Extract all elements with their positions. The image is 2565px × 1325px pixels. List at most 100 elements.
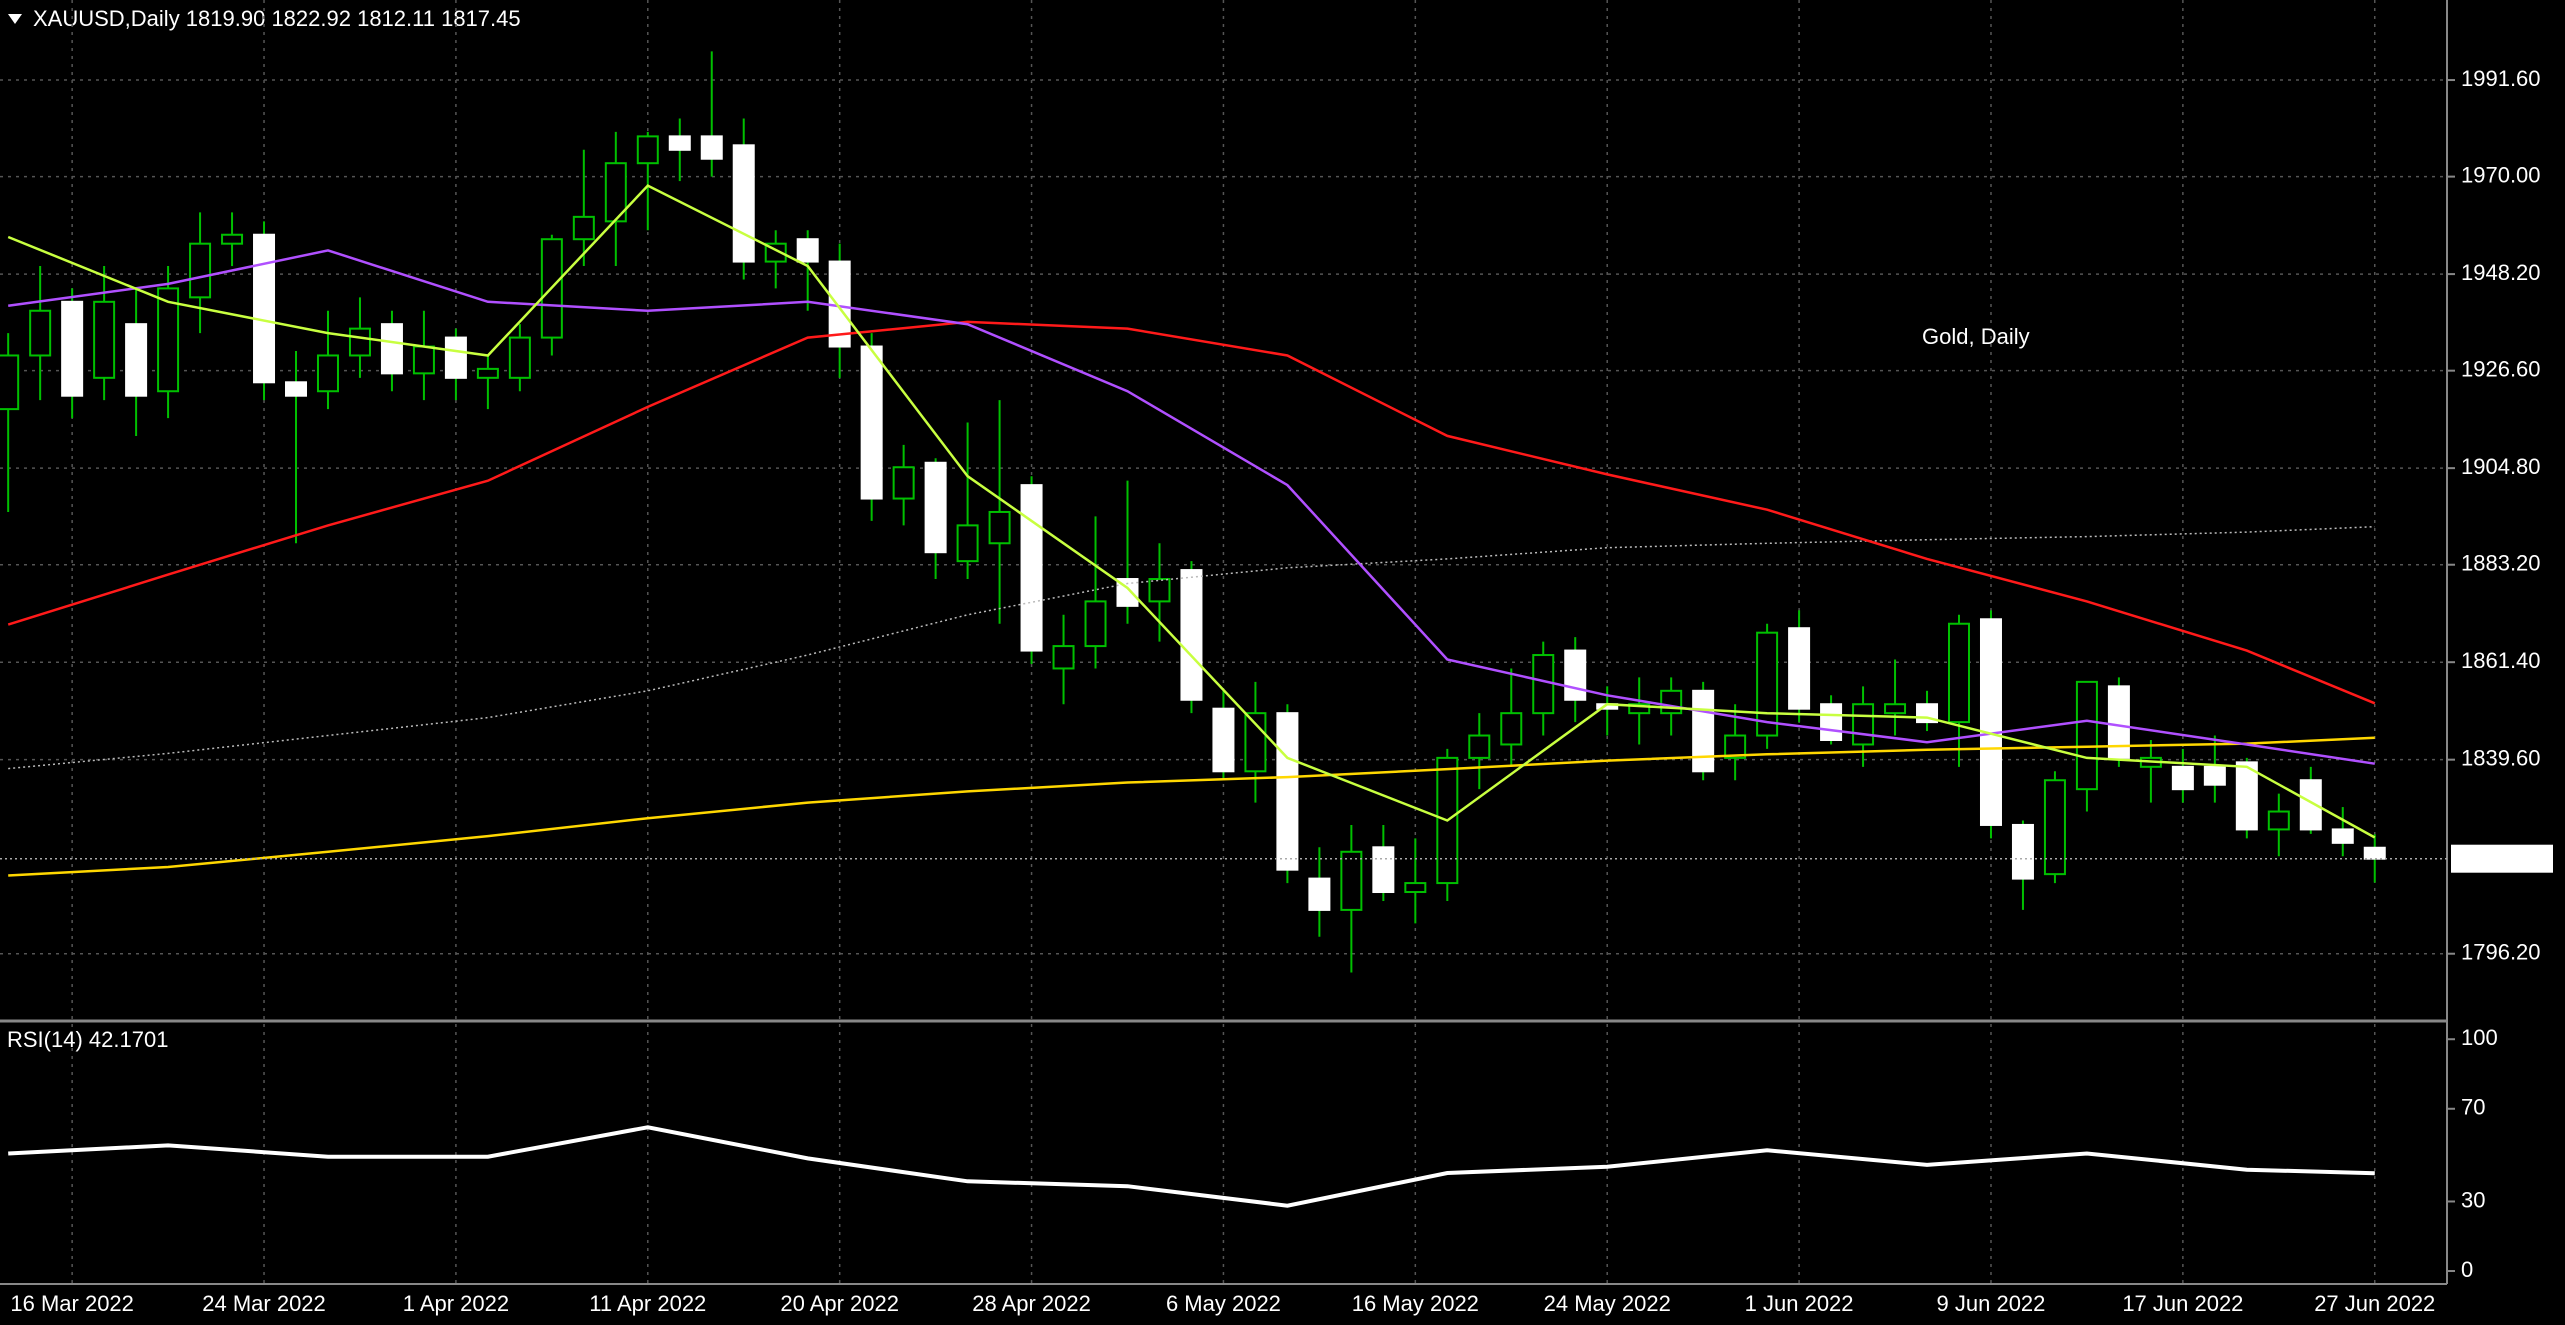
- candle-body: [1244, 712, 1267, 773]
- y-tick-label: 1883.20: [2461, 551, 2541, 576]
- candle-body: [572, 215, 595, 241]
- candle-body: [1372, 846, 1395, 894]
- candle-body: [253, 233, 276, 384]
- x-tick-label: 1 Apr 2022: [403, 1291, 509, 1316]
- x-tick-label: 24 May 2022: [1544, 1291, 1671, 1316]
- candle-body: [1852, 703, 1875, 746]
- candle-body: [1532, 654, 1555, 715]
- x-tick-label: 16 May 2022: [1352, 1291, 1479, 1316]
- header: XAUUSD,Daily 1819.90 1822.92 1812.11 181…: [33, 6, 521, 31]
- y-tick-label: 1970.00: [2461, 162, 2541, 187]
- candle-body: [1020, 484, 1043, 652]
- candle-body: [61, 300, 84, 397]
- y-tick-label: 1904.80: [2461, 454, 2541, 479]
- candle-body: [1724, 734, 1747, 759]
- y-tick-label: 30: [2461, 1187, 2485, 1212]
- x-tick-label: 9 Jun 2022: [1937, 1291, 2046, 1316]
- candle-body: [2043, 779, 2066, 876]
- candle-body: [1180, 569, 1203, 701]
- y-tick-label: 1948.20: [2461, 260, 2541, 285]
- candle-body: [1692, 689, 1715, 773]
- candle-body: [1820, 703, 1843, 741]
- candle-body: [1979, 618, 2002, 826]
- y-tick-label: 1839.60: [2461, 745, 2541, 770]
- candle-body: [1340, 850, 1363, 911]
- candle-body: [93, 300, 116, 379]
- candle-body: [1212, 707, 1235, 773]
- y-tick-label: 1926.60: [2461, 356, 2541, 381]
- candle-body: [668, 135, 691, 151]
- candle-body: [2299, 779, 2322, 831]
- candle-body: [125, 323, 148, 397]
- candle-body: [892, 466, 915, 500]
- candle-body: [221, 233, 244, 245]
- candle-body: [1404, 882, 1427, 894]
- series-line: [7, 184, 2376, 839]
- candle-body: [0, 354, 20, 411]
- candle-body: [412, 345, 435, 375]
- candle-body: [1564, 649, 1587, 701]
- candle-body: [1628, 703, 1651, 715]
- candle-body: [1756, 631, 1779, 737]
- y-tick-label: 1861.40: [2461, 648, 2541, 673]
- candle-body: [157, 287, 180, 393]
- y-tick-label: 0: [2461, 1257, 2473, 1282]
- candle-body: [1500, 712, 1523, 746]
- candle-body: [1052, 645, 1075, 670]
- candle-body: [2267, 810, 2290, 831]
- x-tick-label: 28 Apr 2022: [972, 1291, 1091, 1316]
- x-tick-label: 27 Jun 2022: [2314, 1291, 2435, 1316]
- candle-body: [1084, 600, 1107, 648]
- candle-body: [29, 309, 52, 357]
- series-line: [8, 249, 2375, 765]
- candle-body: [924, 461, 947, 554]
- x-tick-label: 11 Apr 2022: [589, 1291, 706, 1316]
- x-tick-label: 16 Mar 2022: [10, 1291, 134, 1316]
- candle-body: [508, 336, 531, 379]
- price-label: 1817.45: [2459, 845, 2539, 870]
- candle-body: [2363, 846, 2386, 860]
- y-tick-label: 100: [2461, 1025, 2498, 1050]
- x-tick-label: 17 Jun 2022: [2122, 1291, 2243, 1316]
- pane-title: RSI(14) 42.1701: [7, 1027, 168, 1052]
- candle-body: [700, 135, 723, 160]
- candle-body: [285, 381, 308, 397]
- x-tick-label: 20 Apr 2022: [780, 1291, 899, 1316]
- x-tick-label: 6 May 2022: [1166, 1291, 1281, 1316]
- candle-body: [316, 354, 339, 393]
- series-line: [8, 1125, 2375, 1208]
- menu-triangle[interactable]: [8, 14, 22, 24]
- y-tick-label: 70: [2461, 1095, 2485, 1120]
- candle-body: [1148, 578, 1171, 603]
- watermark: Gold, Daily: [1922, 324, 2030, 349]
- series-line: [8, 736, 2375, 877]
- candle-body: [956, 524, 979, 563]
- candle-body: [1788, 627, 1811, 710]
- x-tick-label: 24 Mar 2022: [202, 1291, 326, 1316]
- series-line: [7, 320, 2376, 705]
- x-tick-label: 1 Jun 2022: [1745, 1291, 1854, 1316]
- candle-body: [348, 327, 371, 357]
- candle-body: [2331, 828, 2354, 844]
- series-line: [8, 525, 2375, 770]
- candle-body: [2171, 765, 2194, 791]
- candle-body: [636, 135, 659, 165]
- candle-body: [732, 144, 755, 263]
- price-label-box: [2451, 844, 2553, 873]
- candle-body: [1276, 712, 1299, 871]
- candle-body: [2203, 765, 2226, 786]
- candle-body: [444, 336, 467, 379]
- candle-body: [860, 345, 883, 500]
- y-tick-label: 1796.20: [2461, 940, 2541, 965]
- candle-body: [1948, 622, 1971, 724]
- candle-body: [2107, 685, 2130, 759]
- candle-body: [476, 367, 499, 379]
- candle-body: [1884, 703, 1907, 715]
- candle-body: [796, 238, 819, 263]
- candle-body: [1308, 877, 1331, 911]
- candle-body: [988, 510, 1011, 545]
- candle-body: [189, 242, 212, 299]
- candle-body: [2235, 761, 2258, 831]
